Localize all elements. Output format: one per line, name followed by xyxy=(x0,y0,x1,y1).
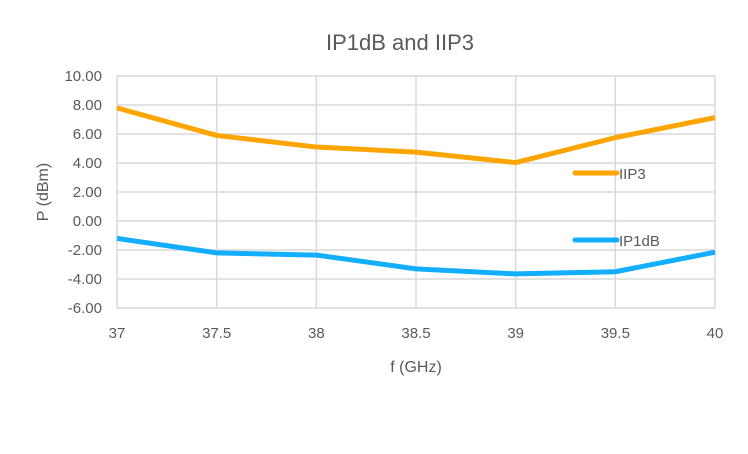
legend-label: IIP3 xyxy=(619,166,646,183)
x-axis-label: f (GHz) xyxy=(390,359,442,376)
x-tick-label: 39 xyxy=(507,325,524,342)
x-tick-label: 37 xyxy=(109,325,126,342)
x-tick-label: 40 xyxy=(707,325,724,342)
chart-title: IP1dB and IIP3 xyxy=(326,30,474,55)
y-tick-label: -2.00 xyxy=(68,242,102,259)
y-tick-label: 2.00 xyxy=(73,184,102,201)
y-tick-label: 4.00 xyxy=(73,155,102,172)
x-tick-label: 37.5 xyxy=(202,325,231,342)
x-tick-label: 38.5 xyxy=(401,325,430,342)
x-tick-label: 39.5 xyxy=(601,325,630,342)
y-tick-label: 6.00 xyxy=(73,126,102,143)
y-tick-label: 10.00 xyxy=(64,68,102,85)
y-tick-label: -4.00 xyxy=(68,271,102,288)
x-tick-label: 38 xyxy=(308,325,325,342)
y-tick-label: 0.00 xyxy=(73,213,102,230)
y-tick-label: -6.00 xyxy=(68,300,102,317)
legend-label: IP1dB xyxy=(619,233,660,250)
y-axis-label: P (dBm) xyxy=(35,163,52,221)
y-tick-label: 8.00 xyxy=(73,97,102,114)
